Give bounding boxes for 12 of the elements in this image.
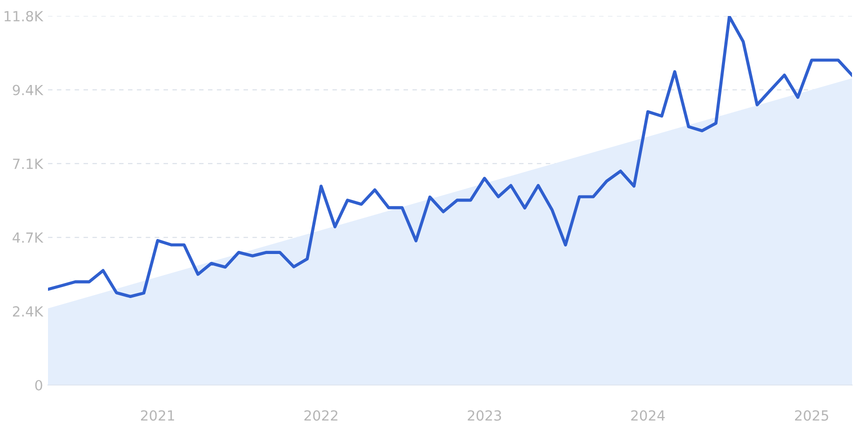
x-tick-label: 2025 [795, 410, 828, 421]
y-tick-label: 4.7K [12, 232, 44, 243]
y-tick-label: 7.1K [13, 158, 44, 169]
line-series [48, 16, 852, 298]
y-tick-label: 9.4K [12, 84, 44, 96]
y-tick-label: 11.8K [4, 10, 44, 22]
x-tick-label: 2022 [304, 410, 338, 421]
x-tick-label: 2021 [141, 410, 174, 421]
x-tick-label: 2024 [631, 410, 665, 421]
x-tick-label: 2023 [468, 410, 502, 421]
y-tick-label: 0 [35, 380, 42, 390]
y-tick-label: 2.4K [12, 306, 44, 316]
